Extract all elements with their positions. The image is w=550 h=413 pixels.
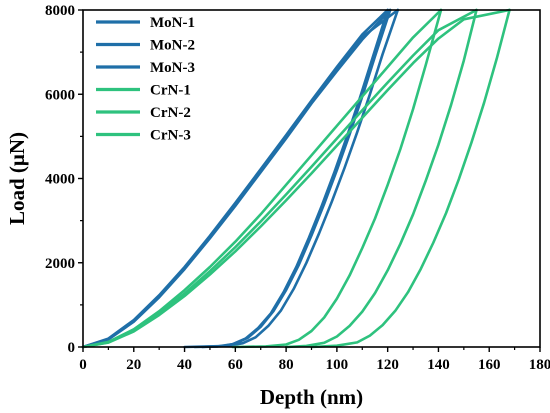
series-crn-1-loading-line <box>81 8 443 349</box>
legend-label-crn-1: CrN-1 <box>150 83 191 99</box>
series-mon-1-unloading-line <box>201 8 392 349</box>
x-tick-label: 120 <box>376 357 399 373</box>
x-tick-label: 20 <box>126 357 141 373</box>
y-tick-label: 0 <box>68 340 76 356</box>
series-crn-1-unloading-line <box>231 8 443 349</box>
x-tick-label: 40 <box>177 357 192 373</box>
series-mon-3-loading-line <box>81 8 400 349</box>
x-tick-label: 160 <box>478 357 501 373</box>
series-crn-3-unloading-line <box>310 8 511 349</box>
y-tick-label: 6000 <box>45 87 75 103</box>
series-layer <box>81 8 511 349</box>
legend: MoN-1 MoN-2 MoN-3 CrN-1 CrN-2 CrN-3 <box>96 15 195 144</box>
legend-label-crn-2: CrN-2 <box>150 105 191 121</box>
y-tick-label: 4000 <box>45 172 75 188</box>
legend-label-mon-3: MoN-3 <box>150 60 195 76</box>
x-tick-label: 60 <box>228 357 243 373</box>
x-tick-label: 0 <box>79 357 87 373</box>
y-axis-title: Load (μN) <box>5 132 29 225</box>
x-tick-label: 80 <box>279 357 294 373</box>
x-axis-title: Depth (nm) <box>260 385 363 409</box>
ticks-layer: 0 20 40 60 80 100 120 140 160 180 0 2000 4000 6000 800… <box>45 3 550 373</box>
x-tick-label: 140 <box>427 357 450 373</box>
y-tick-label: 2000 <box>45 256 75 272</box>
series-mon-2-unloading-line <box>193 8 389 349</box>
legend-label-mon-1: MoN-1 <box>150 15 195 31</box>
series-crn-3-loading-line <box>81 8 511 349</box>
legend-label-mon-2: MoN-2 <box>150 38 195 54</box>
legend-label-crn-3: CrN-3 <box>150 128 191 144</box>
series-crn-2-unloading-line <box>284 8 478 349</box>
x-tick-label: 180 <box>529 357 550 373</box>
y-tick-label: 8000 <box>45 3 75 19</box>
x-tick-label: 100 <box>326 357 349 373</box>
